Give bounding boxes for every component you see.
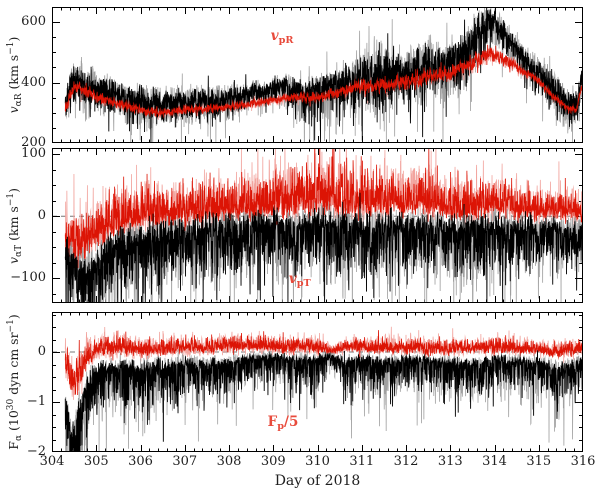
x-tick-label: 315 — [526, 454, 552, 469]
annotation-F-p-5: Fp/5 — [268, 414, 299, 432]
label-segment: αT — [14, 244, 25, 257]
x-tick-label: 309 — [260, 454, 286, 469]
x-tick-label: 305 — [83, 454, 109, 469]
label-segment: pR — [278, 35, 294, 47]
x-tick-label: 304 — [39, 454, 65, 469]
label-segment: p — [277, 421, 285, 433]
x-tick-label: 307 — [172, 454, 198, 469]
label-segment: ) — [5, 314, 21, 320]
y-tick-label-momentum-flux: 0 — [37, 344, 46, 359]
y-tick-label-momentum-flux: −2 — [26, 444, 46, 459]
x-tick-label: 312 — [393, 454, 419, 469]
panel-momentum-flux — [52, 312, 583, 452]
annotation-v-pT: vpT — [289, 271, 311, 289]
y-tick-label-tangential-velocity: 100 — [21, 146, 46, 162]
y-axis-label-tangential-velocity: vαT (km s−1) — [6, 188, 24, 264]
x-tick-label: 314 — [482, 454, 507, 469]
label-segment: F — [267, 413, 278, 430]
x-axis-label: Day of 2018 — [274, 473, 361, 489]
label-segment: αR — [14, 93, 25, 107]
label-segment: v — [288, 270, 297, 287]
y-axis-label-radial-velocity: vαR (km s−1) — [6, 37, 24, 114]
label-segment: v — [270, 27, 279, 44]
plot-canvas-radial-velocity — [52, 7, 583, 143]
x-tick-label: 310 — [305, 454, 330, 469]
annotation-v-pR: vpR — [271, 28, 294, 46]
panel-tangential-velocity — [52, 148, 583, 303]
label-segment: −1 — [5, 41, 16, 55]
panel-radial-velocity — [52, 7, 583, 143]
y-tick-label-radial-velocity: 200 — [21, 135, 46, 150]
plot-canvas-tangential-velocity — [52, 148, 583, 303]
y-tick-label-radial-velocity: 400 — [21, 74, 46, 90]
y-tick-label-momentum-flux: −1 — [26, 394, 46, 409]
x-tick-label: 316 — [570, 454, 596, 469]
label-segment: /5 — [284, 413, 299, 430]
y-tick-label-tangential-velocity: −100 — [10, 270, 46, 286]
x-tick-label: 311 — [349, 454, 375, 469]
y-tick-label-tangential-velocity: 0 — [37, 208, 46, 224]
label-segment: (10 — [5, 410, 21, 435]
x-tick-label: 308 — [216, 454, 242, 469]
label-segment: (km s — [5, 54, 21, 94]
label-segment: (km s — [5, 205, 21, 245]
label-segment: v — [5, 106, 21, 114]
label-segment: −1 — [5, 319, 16, 333]
label-segment: ) — [5, 187, 21, 193]
label-segment: v — [5, 256, 21, 264]
label-segment: dyn cm sr — [5, 332, 21, 399]
plot-canvas-momentum-flux — [52, 312, 583, 452]
x-tick-label: 306 — [128, 454, 153, 469]
y-tick-label-radial-velocity: 600 — [21, 14, 46, 30]
x-tick-label: 313 — [437, 454, 463, 469]
label-segment: pT — [296, 278, 311, 290]
label-segment: α — [14, 434, 25, 442]
label-segment: 30 — [5, 398, 16, 411]
label-segment: ) — [5, 36, 21, 42]
y-axis-label-momentum-flux: Fα (1030 dyn cm sr−1) — [6, 314, 24, 449]
label-segment: F — [5, 441, 21, 450]
label-segment: −1 — [5, 192, 16, 206]
